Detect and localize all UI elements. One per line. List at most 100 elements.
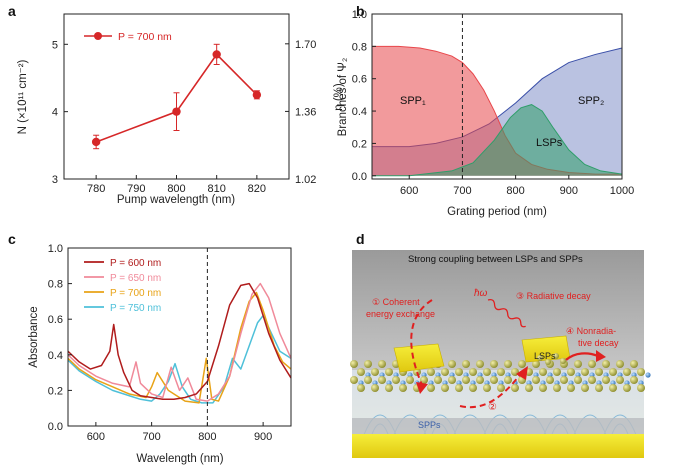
panel-b-label: b [356,3,365,19]
panel-d-label: d [356,231,365,247]
panel-a-y2tick-label: 1.36 [295,106,316,118]
panel-a-legend-label: P = 700 nm [118,31,172,43]
panel-d-atom [567,384,575,392]
panel-c-ytick-label: 0.0 [48,421,63,433]
panel-b-areas [372,14,623,179]
panel-d-atom [371,384,379,392]
panel-d-atom [378,360,386,368]
panel-c-series-line [67,282,292,401]
panel-d-atom-blue [645,372,651,378]
panel-a-xtick-label: 780 [87,183,105,195]
panel-d-atom [532,376,540,384]
panel-d-atom [448,376,456,384]
panel-d-atom [560,376,568,384]
panel-a-ytick-label: 5 [52,39,58,51]
panel-d-title: Strong coupling between LSPs and SPPs [408,254,583,265]
panel-d-step4: ④ Nonradia- [566,326,616,336]
panel-d-atom [371,368,379,376]
panel-d-atom [378,376,386,384]
panel-d-lsps-label: LSPs [534,351,556,361]
panel-d-atom [518,360,526,368]
panel-d-step4b: tive decay [578,338,619,348]
panel-d-atom [490,376,498,384]
panel-d: d [350,231,651,458]
panel-a-point [212,50,221,59]
panel-d-atom [364,376,372,384]
panel-d-atom [483,368,491,376]
panel-d-spps-label: SPPs [418,420,441,430]
panel-d-atom [385,368,393,376]
panel-c-lines [67,248,292,426]
panel-a-y2label: η (%) [333,83,345,111]
panel-c-xtick-label: 700 [142,431,160,443]
panel-d-atom [609,368,617,376]
panel-c-label: c [8,231,16,247]
panel-d-atom [364,360,372,368]
panel-d-atom [427,368,435,376]
panel-d-atom [357,384,365,392]
panel-d-atom [574,376,582,384]
panel-b-area-2 [372,104,622,176]
panel-d-atom [504,360,512,368]
panel-d-hot-electrons [537,353,566,365]
panel-d-atom [616,360,624,368]
panel-d-atom [546,376,554,384]
panel-c-ytick-label: 0.8 [48,279,63,291]
panel-b-frame [371,13,623,180]
panel-d-atom [567,368,575,376]
panel-d-atom [504,376,512,384]
panel-d-atom [595,384,603,392]
panel-d-atom [469,384,477,392]
panel-d-arrow-2 [459,371,523,409]
panel-d-atom [420,376,428,384]
panel-d-atom [399,384,407,392]
panel-c-ytick-label: 0.2 [48,385,63,397]
panel-b-line-2 [372,104,623,177]
panel-d-atom [357,368,365,376]
panel-d-lattice [350,360,651,392]
panel-b-ylabel: Branches of Ψ₂ [337,58,349,137]
panel-d-step3: ③ Radiative decay [516,291,591,301]
panel-d-atom [595,368,603,376]
panel-d-nanobar-left [393,343,445,373]
panel-c-legend-label: P = 650 nm [110,273,161,284]
panel-c-legend: P = 600 nm P = 650 nm P = 700 nm P = 750 nm [84,258,161,314]
panel-d-atom [455,368,463,376]
panel-d-atom [476,376,484,384]
panel-b-ytick-label: 1.0 [352,9,367,21]
panel-d-atom [553,384,561,392]
panel-d-atom [532,360,540,368]
panel-d-atom [350,376,358,384]
panel-d-atom [350,360,358,368]
panel-b-ticks: 600 700 800 900 1000 0.0 0.2 0.4 0.6 0.8 1.0 [352,9,635,197]
panel-d-atom [539,384,547,392]
panel-d-atom [602,376,610,384]
panel-d-atom [462,376,470,384]
panel-d-gray-layer [352,418,644,434]
panel-d-atom [616,376,624,384]
panel-d-atom [609,384,617,392]
panel-d-atom [406,376,414,384]
panel-a-xtick-label: 810 [207,183,225,195]
panel-b-xtick-label: 900 [560,185,578,197]
panel-b: b 600 700 800 900 1000 0.0 0.2 0.4 0.6 0.8 1.0 SPP… [337,3,634,218]
panel-c-series-line [67,282,292,402]
panel-a-point [172,107,181,116]
panel-d-atom [588,376,596,384]
panel-d-atom [448,360,456,368]
panel-d-atom [637,384,645,392]
panel-c-ylabel: Absorbance [28,306,40,367]
panel-d-atom [581,384,589,392]
panel-d-atom [637,368,645,376]
panel-b-xtick-label: 700 [453,185,471,197]
panel-d-step1b: energy exchange [366,309,435,319]
panel-d-arrow-4 [565,352,599,361]
panel-d-atom [434,376,442,384]
panel-c-xtick-label: 600 [87,431,105,443]
panel-d-atom [581,368,589,376]
panel-a-ylabel: N (×10¹¹ cm⁻²) [17,59,29,134]
panel-d-atom [483,384,491,392]
panel-d-atom [553,368,561,376]
panel-c-legend-label: P = 600 nm [110,258,161,269]
panel-b-xtick-label: 600 [400,185,418,197]
